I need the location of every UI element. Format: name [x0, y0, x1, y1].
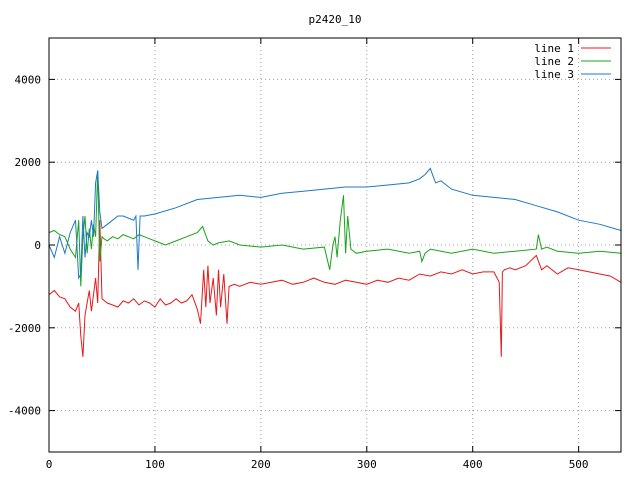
series-line-1: [48, 220, 622, 357]
y-tick-label: 0: [34, 239, 41, 252]
x-tick-label: 400: [463, 458, 483, 471]
legend-label-2: line 2: [534, 55, 574, 68]
legend-label-1: line 1: [534, 42, 574, 55]
series-layer: [48, 167, 622, 357]
plot-frame: [48, 37, 622, 453]
x-tick-label: 200: [251, 458, 271, 471]
y-tick-label: -2000: [8, 322, 41, 335]
legend-label-3: line 3: [534, 68, 574, 81]
y-tick-label: 4000: [15, 73, 42, 86]
chart-title: p2420_10: [309, 13, 362, 26]
axis-layer: 0 100 200 300 400 500 -4000 -2000 0 2000 4000: [8, 37, 622, 471]
x-tick-label: 500: [569, 458, 589, 471]
series-line-3: [48, 167, 622, 280]
y-tick-label: 2000: [15, 156, 42, 169]
x-tick-label: 300: [357, 458, 377, 471]
x-tick-label: 0: [46, 458, 53, 471]
x-tick-label: 100: [145, 458, 165, 471]
series-line-2: [48, 170, 622, 287]
grid-layer: [49, 38, 621, 452]
y-tick-label: -4000: [8, 405, 41, 418]
